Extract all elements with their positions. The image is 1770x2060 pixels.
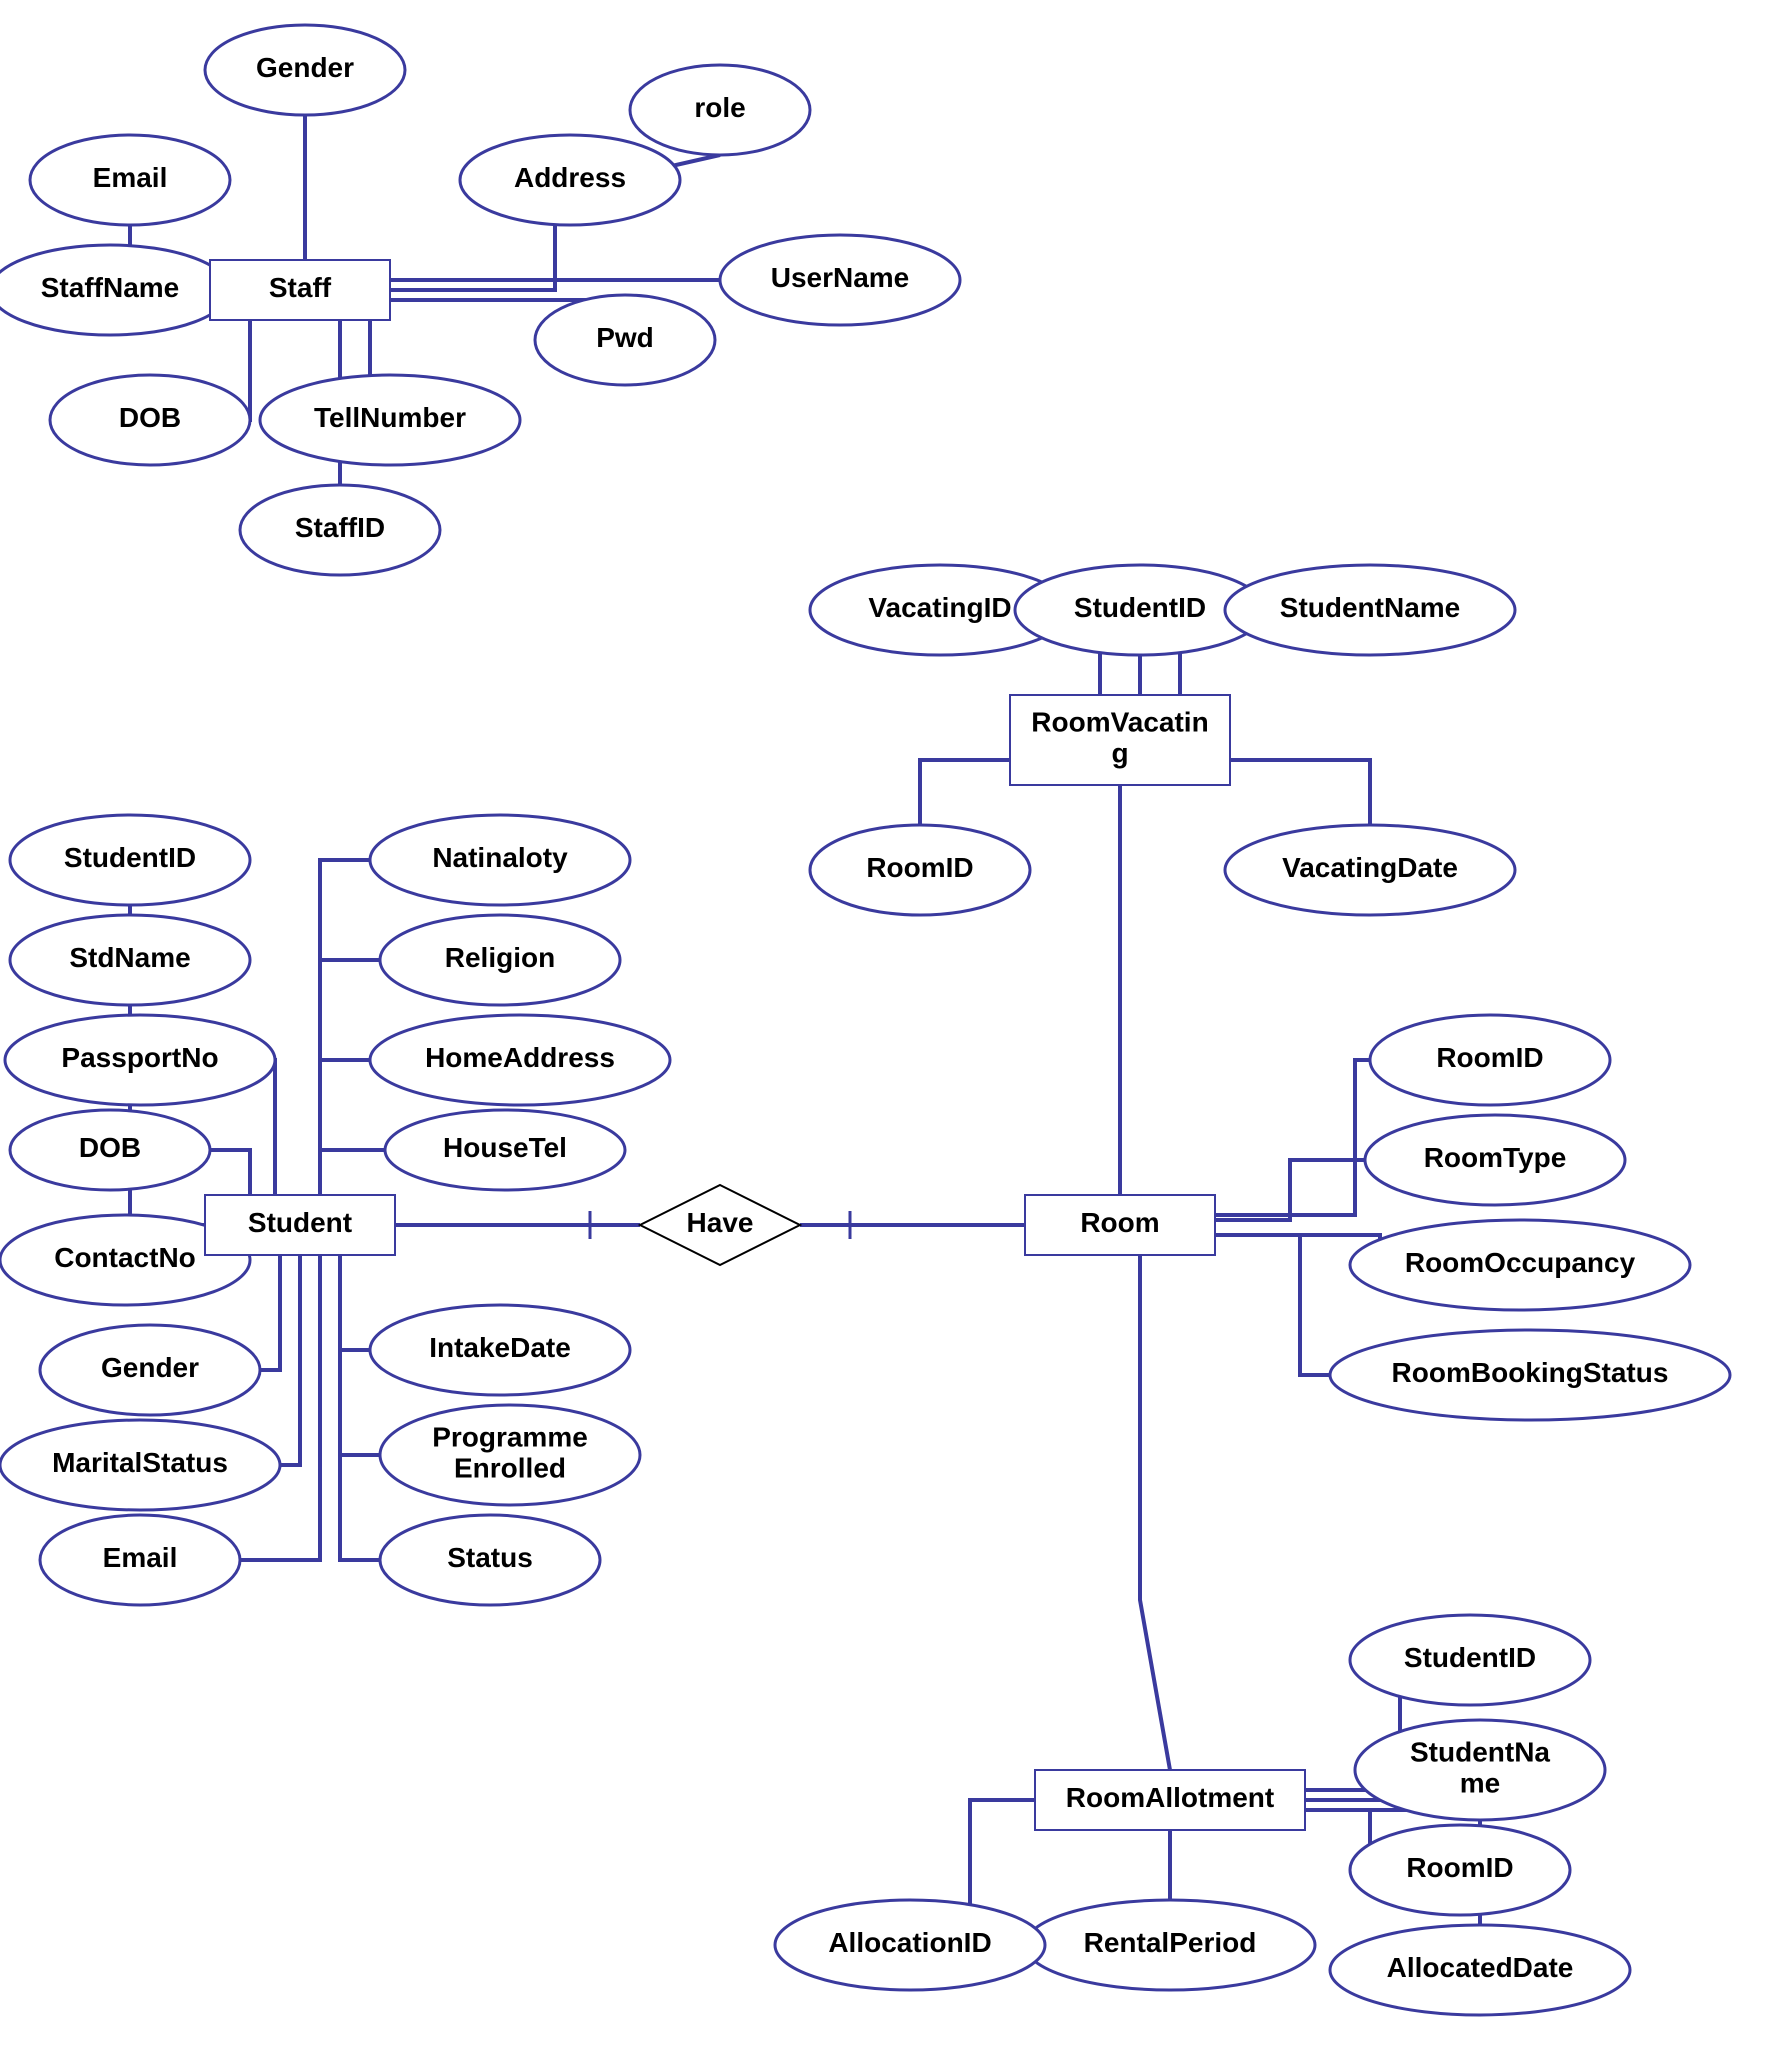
svg-text:Staff: Staff (269, 272, 332, 303)
svg-text:role: role (694, 92, 745, 123)
svg-text:AllocationID: AllocationID (828, 1927, 991, 1958)
svg-text:Room: Room (1080, 1207, 1159, 1238)
svg-text:RentalPeriod: RentalPeriod (1084, 1927, 1257, 1958)
attribute-node: StaffID (240, 485, 440, 575)
svg-text:VacatingDate: VacatingDate (1282, 852, 1458, 883)
svg-text:StudentID: StudentID (1074, 592, 1206, 623)
attribute-node: AllocationID (775, 1900, 1045, 1990)
svg-text:TellNumber: TellNumber (314, 402, 466, 433)
svg-text:Gender: Gender (256, 52, 354, 83)
svg-text:Address: Address (514, 162, 626, 193)
connector (340, 1255, 430, 1560)
svg-text:HomeAddress: HomeAddress (425, 1042, 615, 1073)
er-diagram-container: Gender Email StaffName DOB StaffID TellNumber… (0, 0, 1770, 2060)
svg-text:HouseTel: HouseTel (443, 1132, 567, 1163)
svg-text:StudentID: StudentID (1404, 1642, 1536, 1673)
connector (920, 760, 1010, 825)
attribute-node: role (630, 65, 810, 155)
nodes-layer: Gender Email StaffName DOB StaffID TellNumber… (0, 25, 1730, 2015)
attribute-node: RoomID (1370, 1015, 1610, 1105)
attribute-node: Address (460, 135, 680, 225)
attribute-node: HouseTel (385, 1110, 625, 1190)
svg-text:AllocatedDate: AllocatedDate (1387, 1952, 1574, 1983)
entity-node: Staff (210, 260, 390, 320)
attribute-node: StudentID (1350, 1615, 1590, 1705)
attribute-node: Gender (205, 25, 405, 115)
svg-text:RoomID: RoomID (1406, 1852, 1513, 1883)
svg-text:RoomOccupancy: RoomOccupancy (1405, 1247, 1636, 1278)
attribute-node: Gender (40, 1325, 260, 1415)
attribute-node: StudentName (1355, 1720, 1605, 1820)
attribute-node: IntakeDate (370, 1305, 630, 1395)
svg-text:RoomType: RoomType (1424, 1142, 1567, 1173)
svg-text:VacatingID: VacatingID (868, 592, 1011, 623)
attribute-node: TellNumber (260, 375, 520, 465)
svg-text:MaritalStatus: MaritalStatus (52, 1447, 228, 1478)
svg-text:Status: Status (447, 1542, 533, 1573)
attribute-node: VacatingDate (1225, 825, 1515, 915)
svg-text:Student: Student (248, 1207, 352, 1238)
entity-node: Room (1025, 1195, 1215, 1255)
svg-text:RoomAllotment: RoomAllotment (1066, 1782, 1274, 1813)
entity-node: Student (205, 1195, 395, 1255)
svg-text:Pwd: Pwd (596, 322, 654, 353)
svg-text:Religion: Religion (445, 942, 555, 973)
attribute-node: Religion (380, 915, 620, 1005)
svg-text:Have: Have (687, 1207, 754, 1238)
attribute-node: UserName (720, 235, 960, 325)
attribute-node: Status (380, 1515, 600, 1605)
attribute-node: RoomID (810, 825, 1030, 915)
svg-text:IntakeDate: IntakeDate (429, 1332, 571, 1363)
attribute-node: Email (40, 1515, 240, 1605)
attribute-node: StdName (10, 915, 250, 1005)
attribute-node: Pwd (535, 295, 715, 385)
attribute-node: RoomOccupancy (1350, 1220, 1690, 1310)
attribute-node: StudentName (1225, 565, 1515, 655)
svg-text:RoomID: RoomID (866, 852, 973, 883)
attribute-node: StaffName (0, 245, 230, 335)
attribute-node: DOB (10, 1110, 210, 1190)
attribute-node: DOB (50, 375, 250, 465)
attribute-node: MaritalStatus (0, 1420, 280, 1510)
svg-text:Email: Email (103, 1542, 178, 1573)
entity-node: RoomAllotment (1035, 1770, 1305, 1830)
svg-text:ContactNo: ContactNo (54, 1242, 196, 1273)
entity-node: RoomVacating (1010, 695, 1230, 785)
attribute-node: StudentID (10, 815, 250, 905)
attribute-node: HomeAddress (370, 1015, 670, 1105)
svg-text:StudentName: StudentName (1280, 592, 1460, 623)
relationship-node: Have (640, 1185, 800, 1265)
attribute-node: AllocatedDate (1330, 1925, 1630, 2015)
svg-text:RoomBookingStatus: RoomBookingStatus (1392, 1357, 1669, 1388)
svg-text:StaffName: StaffName (41, 272, 179, 303)
svg-text:Email: Email (93, 162, 168, 193)
svg-text:StaffID: StaffID (295, 512, 385, 543)
attribute-node: Email (30, 135, 230, 225)
svg-text:UserName: UserName (771, 262, 910, 293)
attribute-node: RoomID (1350, 1825, 1570, 1915)
svg-text:DOB: DOB (119, 402, 181, 433)
svg-text:RoomID: RoomID (1436, 1042, 1543, 1073)
attribute-node: Natinaloty (370, 815, 630, 905)
attribute-node: ProgrammeEnrolled (380, 1405, 640, 1505)
attribute-node: RoomBookingStatus (1330, 1330, 1730, 1420)
svg-text:StudentID: StudentID (64, 842, 196, 873)
connector (1230, 760, 1370, 825)
svg-text:Natinaloty: Natinaloty (432, 842, 568, 873)
connector (1140, 1255, 1170, 1770)
svg-text:PassportNo: PassportNo (61, 1042, 218, 1073)
attribute-node: RentalPeriod (1025, 1900, 1315, 1990)
svg-text:ProgrammeEnrolled: ProgrammeEnrolled (432, 1422, 588, 1484)
er-diagram-svg: Gender Email StaffName DOB StaffID TellNumber… (0, 0, 1770, 2060)
attribute-node: PassportNo (5, 1015, 275, 1105)
svg-text:DOB: DOB (79, 1132, 141, 1163)
svg-text:StdName: StdName (69, 942, 190, 973)
svg-text:Gender: Gender (101, 1352, 199, 1383)
attribute-node: RoomType (1365, 1115, 1625, 1205)
